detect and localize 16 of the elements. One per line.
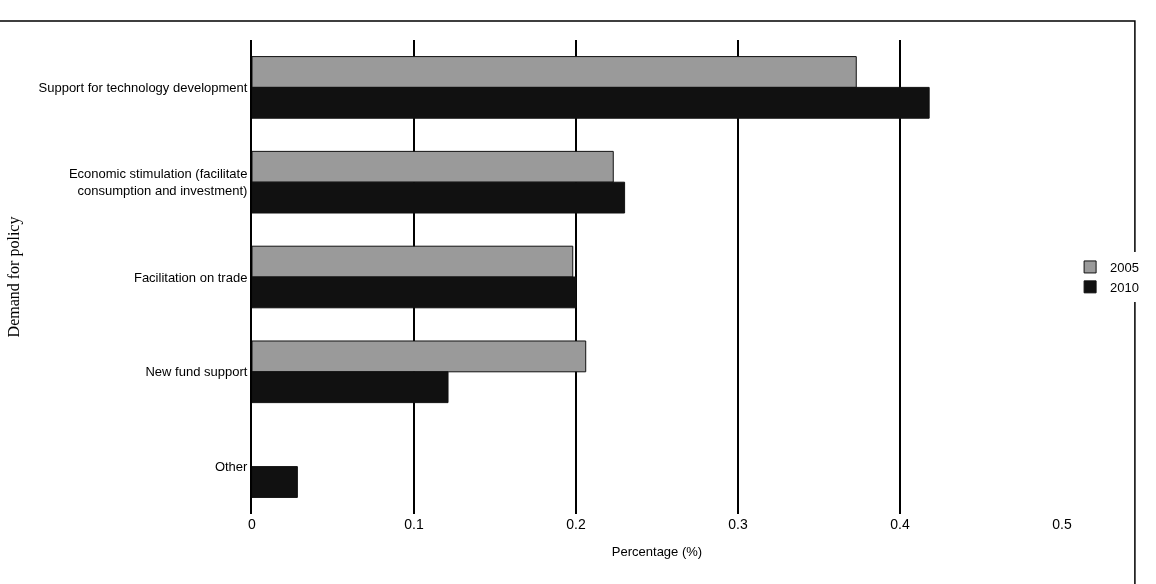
x-tick-label: 0.2 bbox=[566, 516, 586, 532]
y-tick-label: Facilitation on trade bbox=[133, 269, 248, 285]
y-axis-title: Demand for policy bbox=[4, 216, 23, 338]
x-tick-label: 0.4 bbox=[890, 516, 910, 532]
legend-label: 2005 bbox=[1110, 260, 1140, 276]
x-tick-label: 0.5 bbox=[1052, 516, 1072, 532]
x-tick-label: 0.1 bbox=[404, 516, 424, 532]
y-tick-label: Other bbox=[214, 459, 249, 475]
x-axis-title: Percentage (%) bbox=[611, 543, 703, 559]
x-tick-label: 0.3 bbox=[728, 516, 748, 532]
bar bbox=[252, 466, 298, 498]
legend-label: 2010 bbox=[1110, 279, 1140, 295]
x-tick-label: 0 bbox=[248, 516, 257, 532]
y-tick-label: Economic stimulation (facilitate consumption and investment) bbox=[68, 166, 248, 199]
y-tick-label: Support for technology development bbox=[38, 79, 248, 95]
y-tick-label: New fund support bbox=[145, 364, 248, 380]
